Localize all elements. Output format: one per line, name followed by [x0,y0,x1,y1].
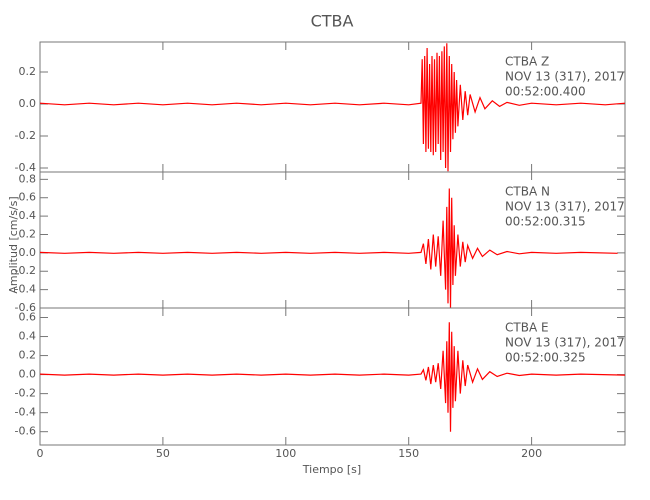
y-tick-label: -0.2 [15,264,36,277]
annotation: CTBA Z [505,55,549,69]
y-tick-label: -0.2 [15,387,36,400]
annotation: NOV 13 (317), 2017 [505,336,625,350]
y-tick-label: -0.4 [15,406,36,419]
trace [39,43,626,172]
annotation: CTBA E [505,321,549,335]
trace [39,188,618,309]
y-axis-label: Amplitud [cm/s/s] [7,196,20,293]
y-tick-label: 0.2 [19,349,37,362]
trace [39,322,626,432]
y-tick-label: 0.6 [19,191,37,204]
y-tick-label: 0.0 [19,368,37,381]
y-tick-label: 0.8 [19,172,37,185]
x-tick-label: 100 [275,447,296,460]
annotation: 00:52:00.400 [505,85,586,99]
y-tick-label: 0.0 [19,97,37,110]
annotation: 00:52:00.315 [505,215,586,229]
annotation: CTBA N [505,185,550,199]
x-tick-label: 200 [521,447,542,460]
x-axis-label: Tiempo [s] [302,463,361,476]
y-tick-label: -0.2 [15,129,36,142]
y-tick-label: 0.6 [19,311,37,324]
y-tick-label: 0.0 [19,246,37,259]
annotation: NOV 13 (317), 2017 [505,200,625,214]
chart-title: CTBA [311,12,354,31]
annotation: NOV 13 (317), 2017 [505,70,625,84]
y-tick-label: -0.6 [15,425,36,438]
y-tick-label: 0.2 [19,65,37,78]
plot-frame [39,307,626,446]
x-tick-label: 50 [156,447,170,460]
y-tick-label: -0.4 [15,283,36,296]
y-tick-label: -0.6 [15,301,36,314]
x-tick-label: 150 [398,447,419,460]
y-tick-label: -0.4 [15,161,36,174]
x-tick-label: 0 [37,447,44,460]
y-tick-label: 0.4 [19,330,37,343]
y-tick-label: 0.2 [19,227,37,240]
y-tick-label: 0.4 [19,209,37,222]
annotation: 00:52:00.325 [505,351,586,365]
